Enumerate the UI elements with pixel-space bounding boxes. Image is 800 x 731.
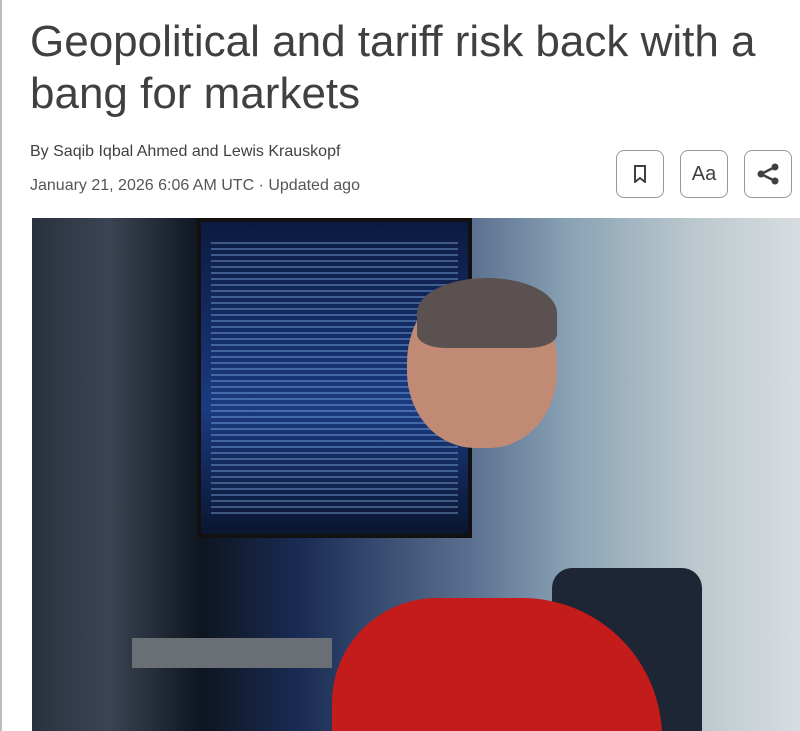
desk xyxy=(132,638,332,668)
article-photo xyxy=(32,218,800,731)
text-size-button[interactable]: Aa xyxy=(680,150,728,198)
trader-hair xyxy=(417,278,557,348)
share-button[interactable] xyxy=(744,150,792,198)
share-icon xyxy=(757,163,779,185)
bookmark-button[interactable] xyxy=(616,150,664,198)
bookmark-icon xyxy=(634,165,646,183)
byline: By Saqib Iqbal Ahmed and Lewis Krauskopf xyxy=(30,143,341,160)
text-size-label: Aa xyxy=(691,162,717,185)
article-title: Geopolitical and tariff risk back with a… xyxy=(30,17,756,118)
publish-date: January 21, 2026 6:06 AM UTC · Updated a… xyxy=(30,177,360,194)
